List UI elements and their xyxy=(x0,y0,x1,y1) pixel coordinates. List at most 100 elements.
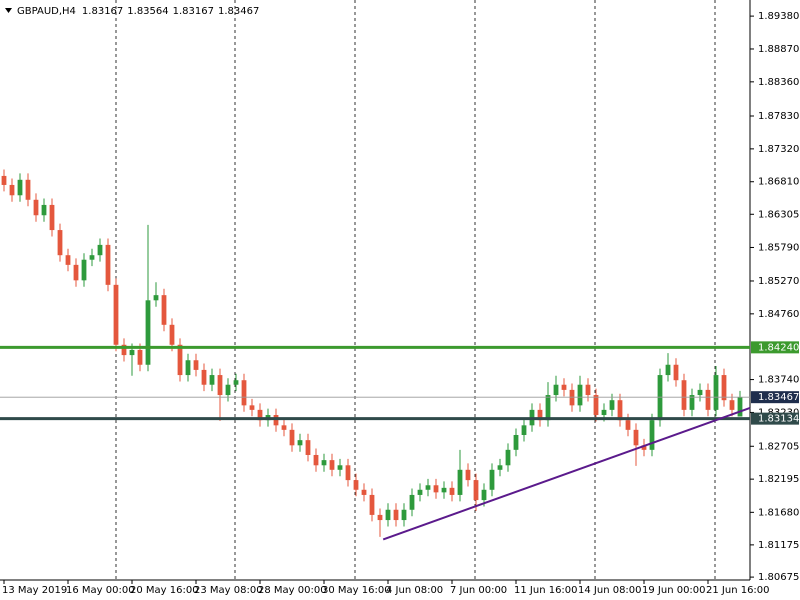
x-tick-label: 30 May 16:00 xyxy=(322,585,391,596)
x-tick-label: 20 May 16:00 xyxy=(130,585,199,596)
y-tick-label: 1.86810 xyxy=(758,177,799,188)
candle-body xyxy=(721,375,727,401)
candle-body xyxy=(713,375,719,410)
y-tick-label: 1.81680 xyxy=(758,507,799,518)
candle-body xyxy=(161,295,167,325)
candle-body xyxy=(225,384,231,396)
x-tick-label: 21 Jun 16:00 xyxy=(706,585,770,596)
candle-body xyxy=(273,415,279,426)
x-tick-label: 28 May 00:00 xyxy=(258,585,327,596)
level-tag xyxy=(751,341,799,354)
candle-body xyxy=(545,395,551,421)
candle-body xyxy=(681,380,687,410)
level-tag-label: 1.84240 xyxy=(758,342,799,353)
x-tick-label: 16 May 00:00 xyxy=(66,585,135,596)
candle-body xyxy=(209,375,215,385)
candle-body xyxy=(665,364,671,376)
candle-body xyxy=(369,494,375,515)
open-value: 1.83167 xyxy=(82,6,123,17)
header: GBPAUD,H4 1.83167 1.83564 1.83167 1.83467 xyxy=(17,6,259,17)
candle-body xyxy=(505,449,511,466)
candle-body xyxy=(353,480,359,490)
candle-body xyxy=(553,384,559,396)
x-tick-label: 23 May 08:00 xyxy=(194,585,263,596)
candle-body xyxy=(377,514,383,521)
candle-body xyxy=(609,400,615,410)
candle-body xyxy=(513,435,519,450)
candle-body xyxy=(33,199,39,216)
candle-body xyxy=(97,244,103,256)
candle-body xyxy=(57,230,63,256)
y-tick-label: 1.89380 xyxy=(758,11,799,22)
y-tick-label: 1.84760 xyxy=(758,309,799,320)
candle-body xyxy=(249,405,255,410)
candle-body xyxy=(697,389,703,396)
candle-body xyxy=(65,255,71,265)
candle-body xyxy=(481,489,487,501)
candle-body xyxy=(241,380,247,406)
candle-body xyxy=(361,489,367,495)
candle-body xyxy=(449,487,455,495)
candle-body xyxy=(89,255,95,260)
trendline xyxy=(382,406,751,541)
candle-body xyxy=(313,454,319,466)
y-tick-label: 1.85790 xyxy=(758,242,799,253)
candle-body xyxy=(49,204,55,231)
price-tag-label: 1.83467 xyxy=(758,392,799,403)
candle-body xyxy=(385,509,391,521)
y-tick-label: 1.82705 xyxy=(758,441,799,452)
candle-body xyxy=(281,425,287,430)
candle-body xyxy=(441,487,447,493)
candle-body xyxy=(705,389,711,410)
candle-body xyxy=(625,420,631,430)
candle-body xyxy=(137,349,143,365)
candle-body xyxy=(193,360,199,370)
candle-body xyxy=(673,364,679,381)
price-tag xyxy=(751,391,799,404)
y-tick-label: 1.82195 xyxy=(758,474,799,485)
candle-body xyxy=(169,324,175,345)
candle-body xyxy=(185,360,191,376)
candle-body xyxy=(561,384,567,390)
candle-body xyxy=(81,259,87,281)
level-tag-label: 1.83134 xyxy=(758,414,799,425)
candle-body xyxy=(1,175,7,185)
candle-body xyxy=(577,384,583,406)
candle-body xyxy=(737,397,743,417)
low-value: 1.83167 xyxy=(173,6,214,17)
candle-body xyxy=(409,494,415,510)
candle-body xyxy=(345,465,351,481)
y-tick-label: 1.85270 xyxy=(758,276,799,287)
candle-body xyxy=(233,380,239,385)
x-tick-label: 19 Jun 00:00 xyxy=(642,585,706,596)
candle-body xyxy=(25,179,31,200)
y-tick-label: 1.86305 xyxy=(758,209,799,220)
candle-body xyxy=(121,344,127,356)
candle-body xyxy=(641,445,647,450)
x-tick-label: 7 Jun 00:00 xyxy=(450,585,507,596)
candle-body xyxy=(329,460,335,470)
candle-body xyxy=(633,429,639,446)
high-value: 1.83564 xyxy=(127,6,168,17)
candle-body xyxy=(201,369,207,385)
candle-body xyxy=(601,409,607,416)
candle-body xyxy=(17,179,23,196)
menu-arrow[interactable] xyxy=(5,8,12,13)
candle-body xyxy=(489,469,495,490)
candle-body xyxy=(401,509,407,521)
candle-body xyxy=(457,469,463,495)
candle-body xyxy=(321,460,327,466)
candle-body xyxy=(425,485,431,490)
candle-body xyxy=(617,400,623,421)
x-tick-label: 11 Jun 16:00 xyxy=(514,585,578,596)
candle-body xyxy=(521,425,527,435)
candle-body xyxy=(41,204,47,216)
candle-body xyxy=(593,395,599,416)
candle-body xyxy=(417,489,423,495)
candle-body xyxy=(689,395,695,410)
candle-body xyxy=(433,485,439,493)
candle-body xyxy=(257,409,263,421)
candle-body xyxy=(473,480,479,501)
y-tick-label: 1.88870 xyxy=(758,44,799,55)
